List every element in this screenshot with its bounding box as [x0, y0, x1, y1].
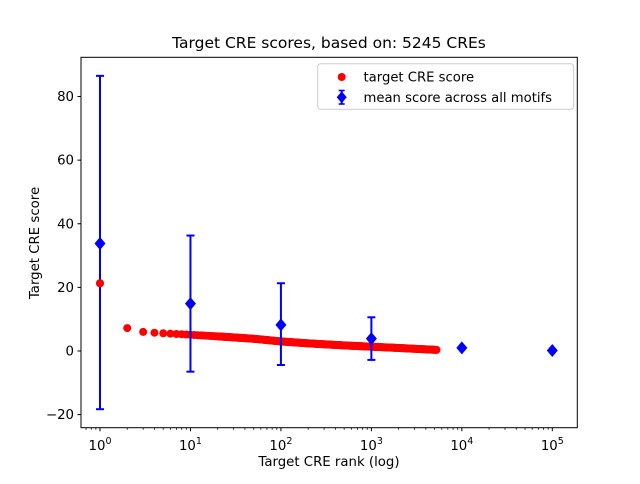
target-score-front-dot [96, 279, 104, 288]
legend-item-label: target CRE score [364, 71, 475, 86]
data-point-dot [150, 328, 159, 337]
y-tick-label: 40 [57, 217, 74, 232]
data-point-dot [159, 329, 168, 338]
chart-title: Target CRE scores, based on: 5245 CREs [171, 34, 486, 52]
x-axis-label: Target CRE rank (log) [257, 455, 399, 470]
x-tick-label: 103 [360, 436, 383, 454]
data-point-dot [123, 324, 132, 333]
y-tick-label: 60 [57, 154, 74, 169]
data-point-dot [432, 345, 441, 354]
legend-mean-marker-icon [336, 91, 347, 104]
mean-score-diamond [365, 332, 377, 346]
x-tick-label: 101 [179, 436, 202, 454]
x-tick-label: 100 [89, 436, 112, 454]
y-tick-label: 80 [57, 90, 74, 105]
y-tick-label: 0 [66, 345, 74, 360]
mean-score-diamond [275, 318, 287, 332]
data-point-dot [139, 327, 148, 336]
data-point-dot [166, 329, 175, 338]
y-tick-label: −20 [46, 408, 74, 423]
legend-item-label: mean score across all motifs [364, 91, 553, 106]
y-axis: 80 60 40 20 0 −20 [46, 90, 81, 423]
x-tick-label: 102 [269, 436, 292, 454]
y-axis-label: Target CRE score [28, 187, 43, 300]
mean-score-diamond [184, 297, 196, 311]
x-tick-label: 105 [541, 436, 564, 454]
plot-area-border [80, 56, 578, 429]
mean-score-diamond [94, 236, 106, 250]
mean-score-diamond [456, 341, 468, 355]
legend-target-marker-icon [337, 73, 346, 81]
mean-scores-series [94, 74, 558, 411]
mean-score-diamond [546, 344, 558, 358]
x-tick-label: 104 [450, 436, 473, 454]
x-axis: 100 101 102 103 104 105 [85, 427, 564, 454]
legend-box [317, 63, 575, 110]
legend: target CRE score mean score across all mo… [317, 63, 575, 110]
y-tick-label: 20 [57, 281, 74, 296]
